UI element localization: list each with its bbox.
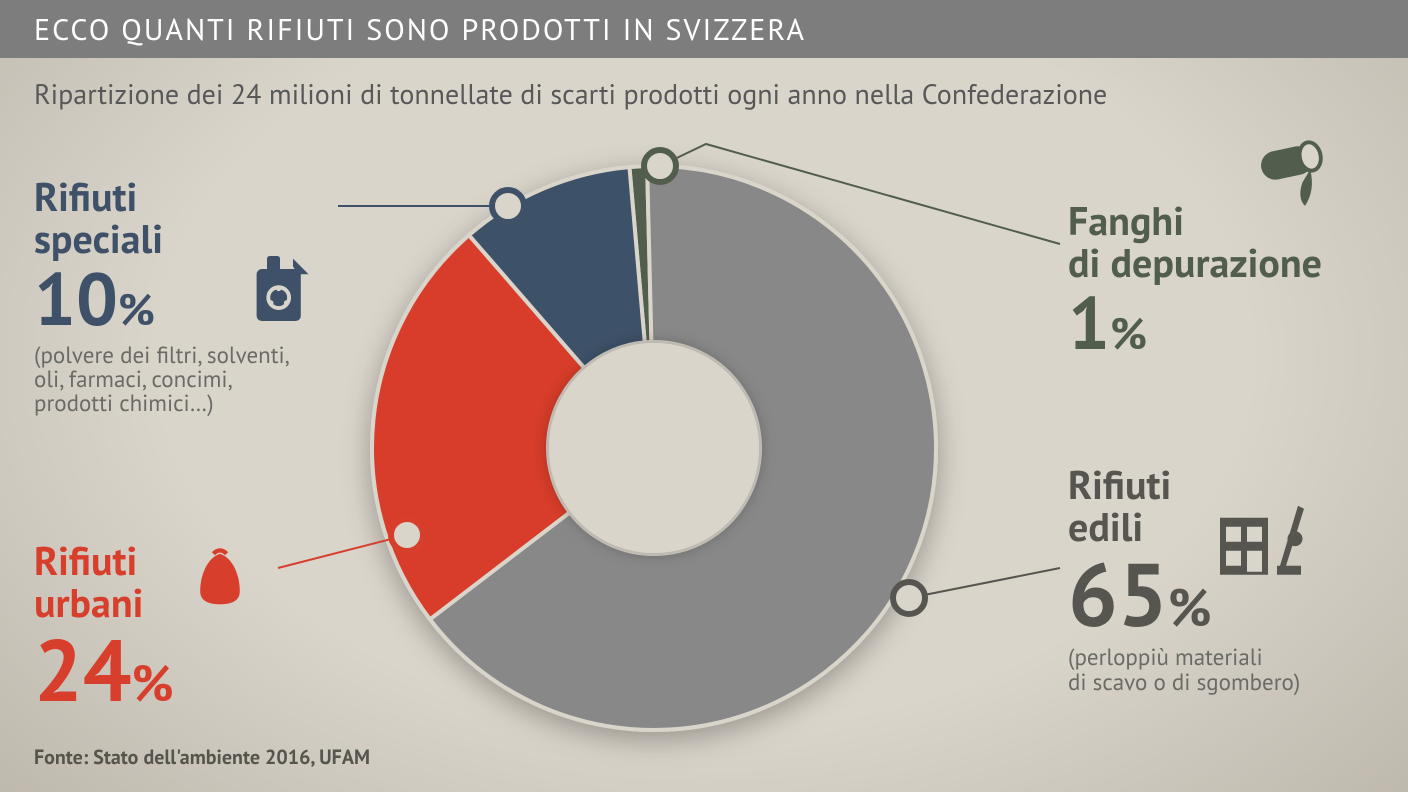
label-urbani: Rifiutiurbani24% — [34, 540, 174, 714]
label-desc-speciali: (polvere dei filtri, solventi,oli, farma… — [34, 344, 290, 416]
crane-icon — [1217, 494, 1307, 592]
leader-dot-speciali — [492, 190, 524, 222]
label-pct-urbani: 24% — [34, 624, 174, 714]
pipe-icon — [1253, 138, 1331, 223]
leader-line-urbani — [278, 535, 407, 568]
leader-dot-fanghi — [644, 150, 676, 182]
label-pct-fanghi: 1% — [1068, 284, 1322, 362]
infographic-root: ECCO QUANTI RIFIUTI SONO PRODOTTI IN SVI… — [0, 0, 1408, 792]
label-fanghi: Fanghidi depurazione1% — [1068, 200, 1322, 362]
jerrycan-icon — [241, 248, 319, 333]
label-desc-edili: (perloppiù materialidi scavo o di sgombe… — [1068, 646, 1300, 694]
leader-dot-urbani — [391, 519, 423, 551]
bag-icon — [187, 543, 253, 615]
leader-line-edili — [909, 568, 1060, 598]
leader-dot-edili — [893, 582, 925, 614]
label-title-urbani: Rifiutiurbani — [34, 540, 174, 624]
